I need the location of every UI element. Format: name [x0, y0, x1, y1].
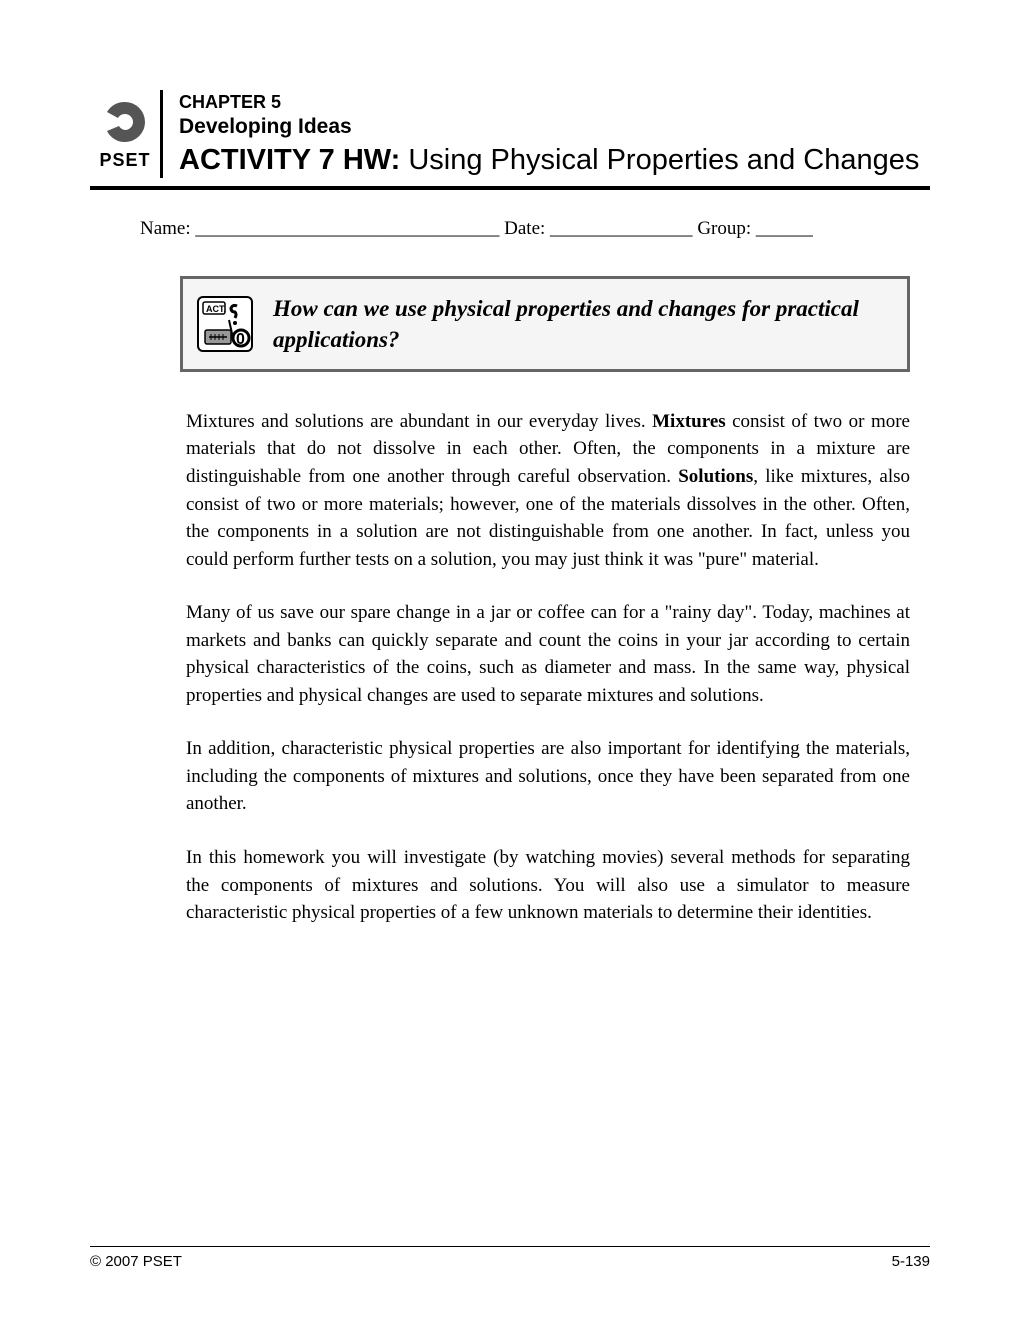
pset-logo-icon: [101, 98, 149, 146]
question-callout: ACT. 0 How can we use physical propertie…: [180, 276, 910, 372]
header-content: CHAPTER 5 Developing Ideas ACTIVITY 7 HW…: [160, 90, 930, 178]
page-number: 5-139: [892, 1253, 930, 1270]
activity-bold: ACTIVITY 7 HW:: [179, 144, 400, 176]
header-section: PSET CHAPTER 5 Developing Ideas ACTIVITY…: [90, 90, 930, 190]
callout-question: How can we use physical properties and c…: [273, 293, 887, 355]
name-date-group-line: Name: ________________________________ D…: [90, 218, 930, 240]
logo-container: PSET: [90, 90, 160, 171]
subtitle-label: Developing Ideas: [179, 115, 930, 139]
paragraph-3: In addition, characteristic physical pro…: [186, 735, 910, 818]
name-field-label: Name: ________________________________: [140, 218, 499, 239]
page-footer: © 2007 PSET 5-139: [90, 1246, 930, 1270]
paragraph-2: Many of us save our spare change in a ja…: [186, 599, 910, 709]
svg-text:0: 0: [236, 331, 245, 348]
date-field-label: Date: _______________: [499, 218, 692, 239]
paragraph-4: In this homework you will investigate (b…: [186, 844, 910, 927]
paragraph-1: Mixtures and solutions are abundant in o…: [186, 408, 910, 573]
activity-rest: Using Physical Properties and Changes: [400, 144, 919, 176]
logo-text: PSET: [99, 150, 150, 171]
activity-icon: ACT. 0: [197, 296, 253, 352]
chapter-label: CHAPTER 5: [179, 92, 930, 113]
body-content: Mixtures and solutions are abundant in o…: [186, 408, 910, 927]
copyright-text: © 2007 PSET: [90, 1253, 182, 1270]
group-field-label: Group: ______: [693, 218, 813, 239]
svg-text:ACT.: ACT.: [206, 304, 226, 314]
activity-title: ACTIVITY 7 HW: Using Physical Properties…: [179, 143, 930, 178]
